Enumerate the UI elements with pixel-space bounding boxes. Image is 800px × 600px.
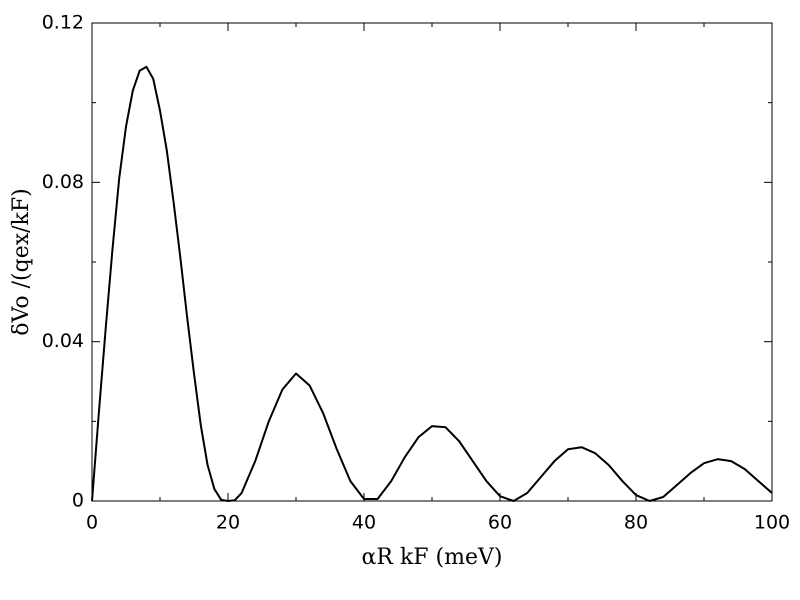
x-axis-label: αR kF (meV) bbox=[362, 545, 503, 570]
y-tick-label: 0.08 bbox=[42, 171, 84, 193]
x-tick-label: 40 bbox=[352, 512, 376, 534]
plot-frame bbox=[91, 22, 773, 502]
y-axis-label: δVo /(qex/kF) bbox=[9, 188, 34, 335]
x-tick-label: 80 bbox=[624, 512, 648, 534]
y-tick-label: 0.04 bbox=[42, 330, 84, 352]
x-tick-label: 20 bbox=[216, 512, 240, 534]
x-tick-label: 60 bbox=[488, 512, 512, 534]
y-tick-label: 0 bbox=[72, 490, 84, 512]
y-tick-label: 0.12 bbox=[42, 12, 84, 34]
x-tick-label: 100 bbox=[754, 512, 790, 534]
x-tick-label: 0 bbox=[86, 512, 98, 534]
line bbox=[91, 65, 773, 502]
